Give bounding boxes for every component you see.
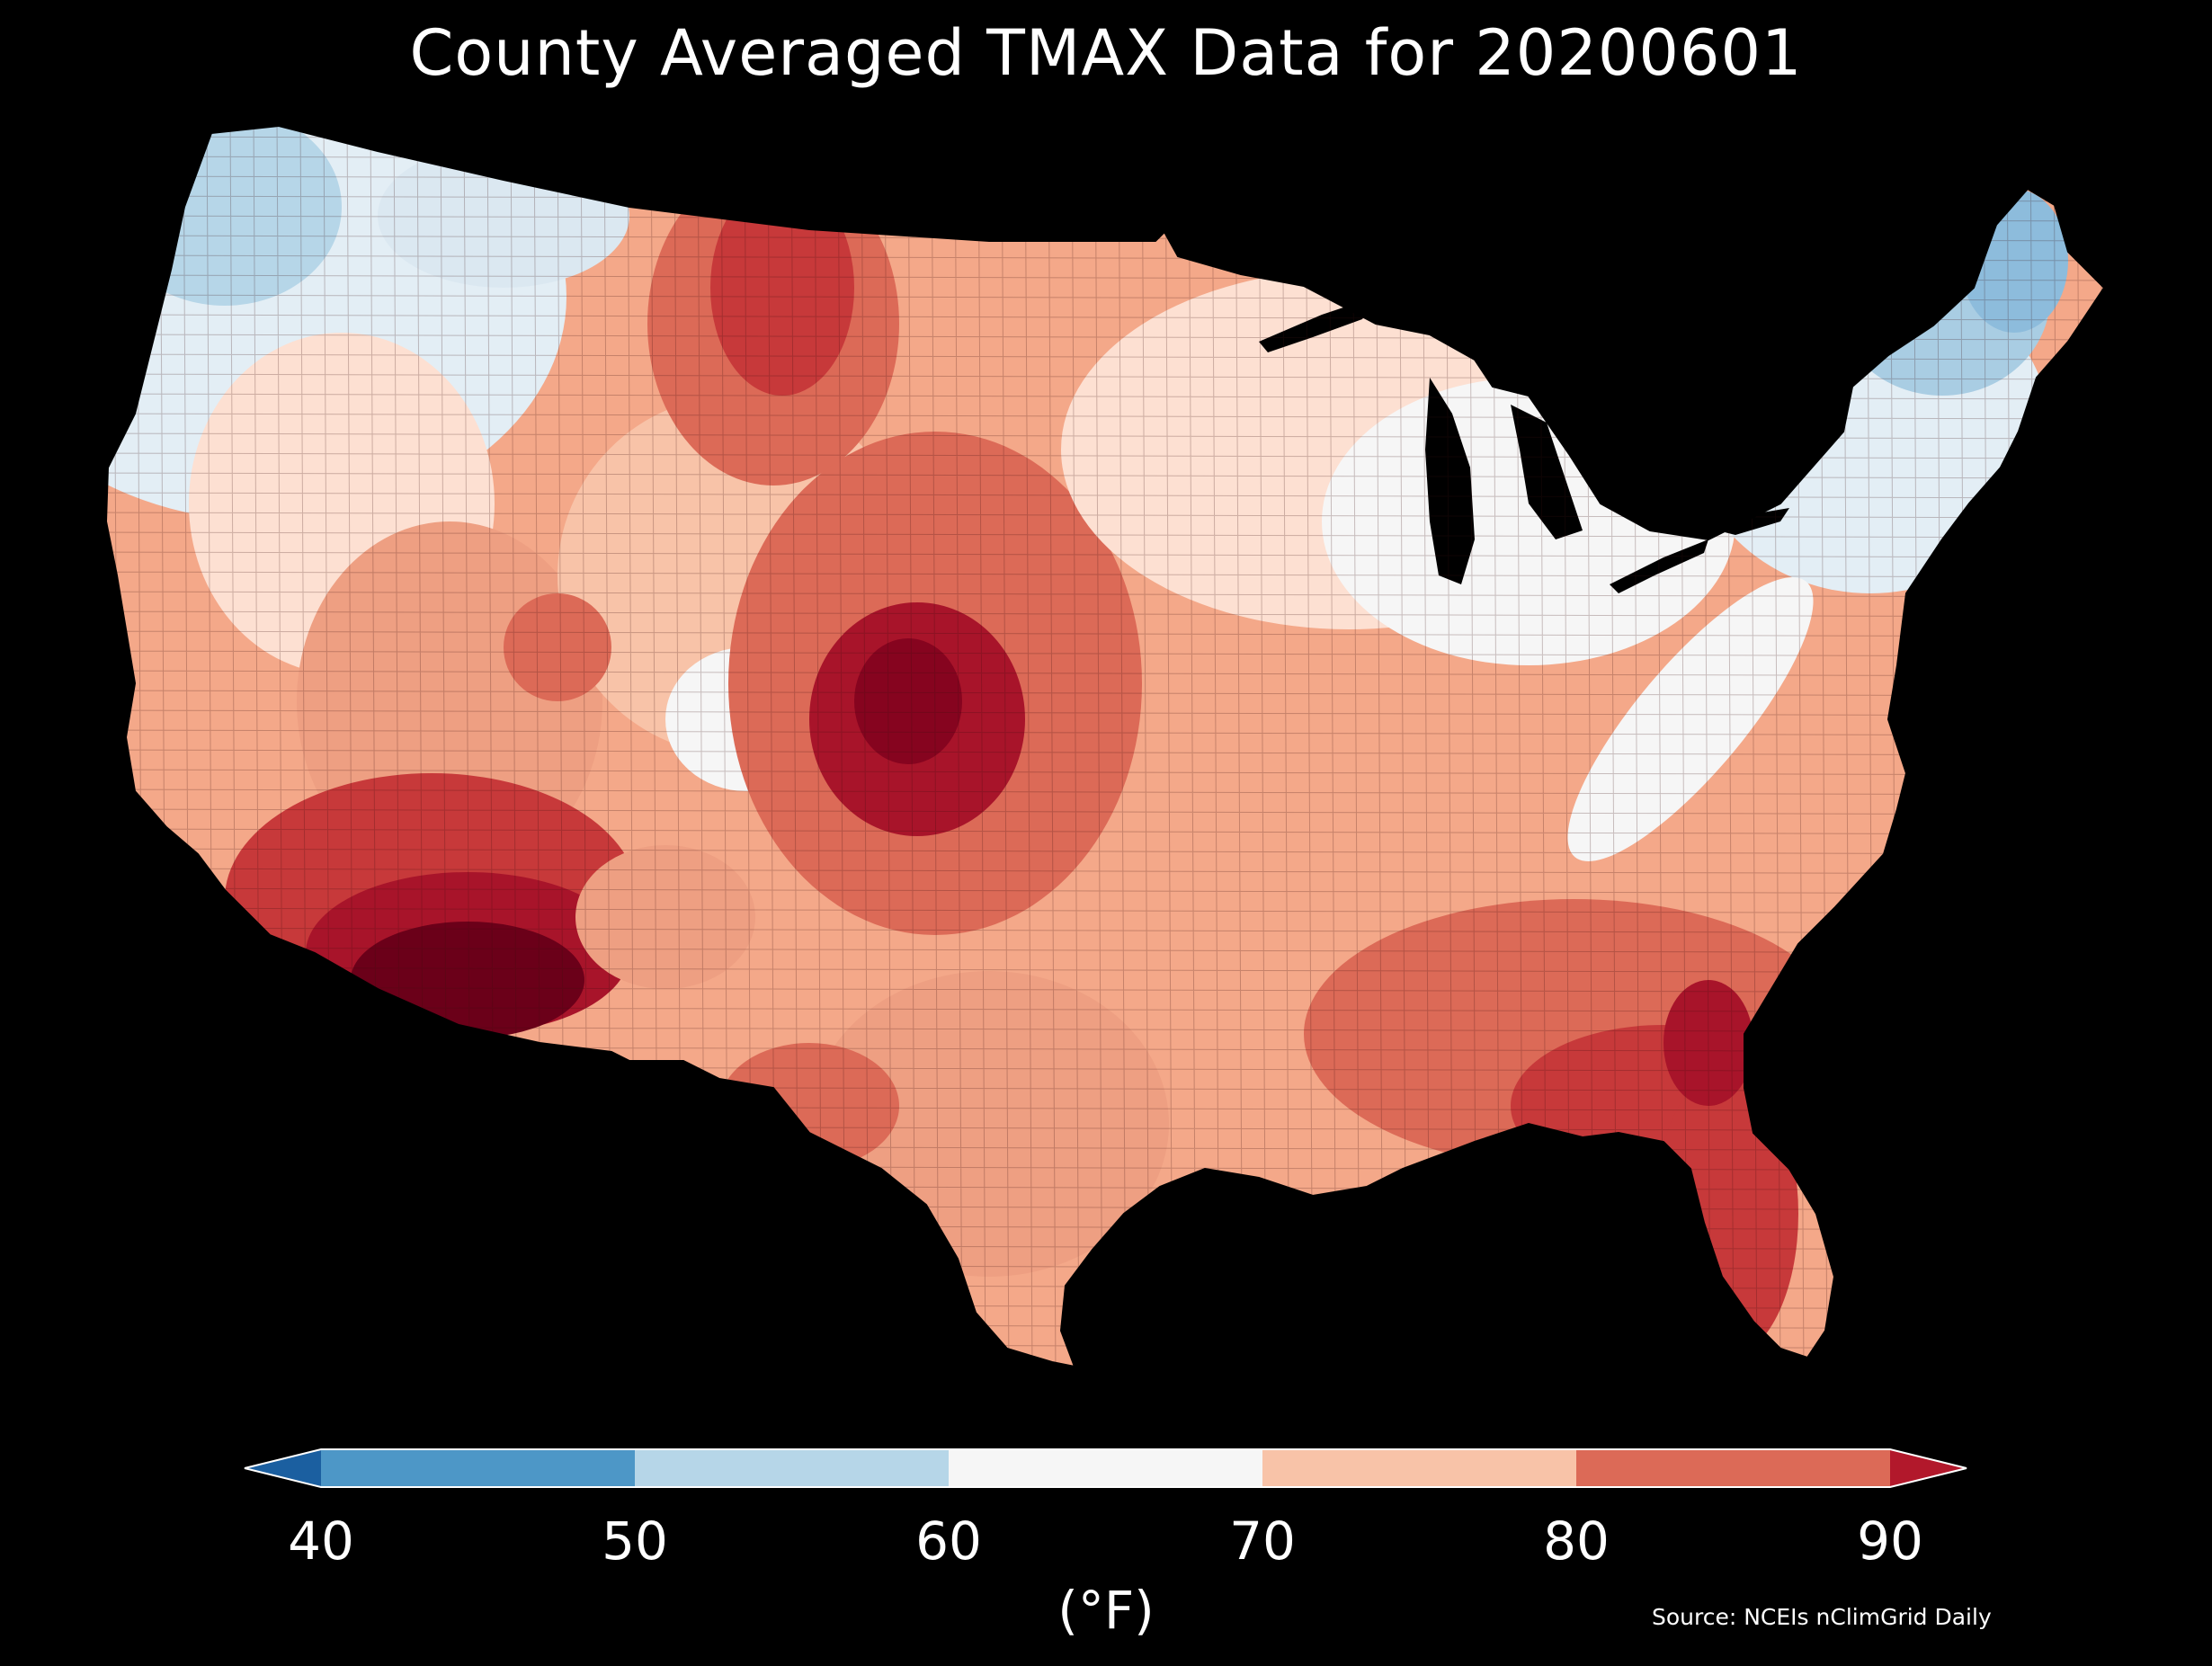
colorbar-units-label: (°F) — [1057, 1580, 1155, 1641]
colorbar-outline — [244, 1448, 1967, 1488]
great-lakes — [1259, 297, 1789, 593]
colorbar-tick-40: 40 — [288, 1510, 354, 1572]
colorbar-bin-40-50 — [321, 1449, 635, 1487]
colorbar-bin-80-90 — [1576, 1449, 1890, 1487]
colorbar-tick-50: 50 — [602, 1510, 668, 1572]
colorbar-bin-50-60 — [635, 1449, 949, 1487]
colorbar-tick-60: 60 — [915, 1510, 982, 1572]
colorbar-bin-70-80 — [1262, 1449, 1576, 1487]
colorbar-tick-80: 80 — [1543, 1510, 1610, 1572]
colorbar-tick-70: 70 — [1229, 1510, 1296, 1572]
colorbar-extend-under — [245, 1449, 321, 1487]
source-credit: Source: NCEIs nClimGrid Daily — [1652, 1604, 1992, 1630]
colorbar-bin-60-70 — [949, 1449, 1262, 1487]
map-title: County Averaged TMAX Data for 20200601 — [409, 16, 1803, 90]
colorbar-tick-90: 90 — [1857, 1510, 1923, 1572]
colorbar-extend-over — [1890, 1449, 1967, 1487]
